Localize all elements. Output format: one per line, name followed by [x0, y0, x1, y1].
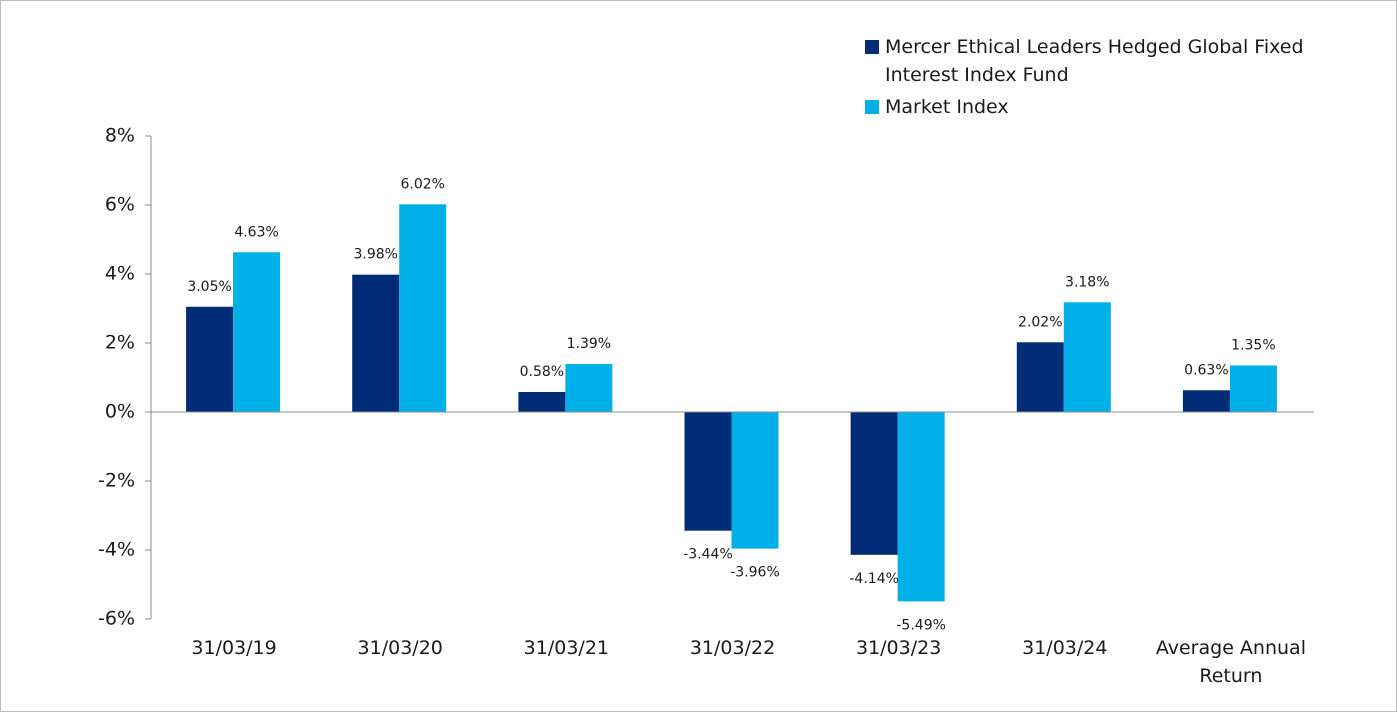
bar: [731, 412, 779, 549]
data-label: 3.18%: [1065, 274, 1109, 290]
data-label: 4.63%: [234, 224, 278, 240]
bar: [186, 306, 234, 412]
bar: [1182, 390, 1230, 412]
bar: [565, 364, 613, 412]
bar: [684, 412, 732, 531]
bar: [1229, 365, 1277, 412]
x-tick-label: 31/03/24: [1022, 637, 1108, 659]
x-tick-label: Average Annual Return: [1155, 637, 1306, 687]
data-label: 1.35%: [1231, 337, 1275, 353]
x-tick-label: 31/03/19: [191, 637, 277, 659]
data-label: -3.44%: [683, 547, 733, 563]
bar: [352, 274, 400, 412]
y-tick-label: 4%: [105, 263, 135, 285]
data-label: 3.05%: [187, 279, 231, 295]
legend-label: Mercer Ethical Leaders Hedged Global Fix…: [885, 36, 1304, 86]
data-label: 0.63%: [1184, 362, 1228, 378]
data-label: -5.49%: [896, 617, 946, 633]
legend-label: Market Index: [885, 96, 1009, 118]
x-tick-label: 31/03/20: [357, 637, 443, 659]
bar: [897, 412, 945, 602]
y-tick-label: 2%: [105, 332, 135, 354]
x-tick-label: 31/03/23: [855, 637, 942, 659]
legend-item: Mercer Ethical Leaders Hedged Global Fix…: [865, 33, 1345, 89]
bar: [233, 252, 281, 412]
bar: [1063, 302, 1111, 412]
legend-swatch: [865, 40, 879, 54]
data-label: 0.58%: [520, 364, 564, 380]
x-tick-label: 31/03/22: [689, 637, 776, 659]
data-label: 3.98%: [353, 247, 397, 263]
legend-item: Market Index: [865, 93, 1345, 121]
bar: [518, 391, 566, 412]
data-label: 1.39%: [567, 336, 611, 352]
data-label: 6.02%: [400, 176, 444, 192]
x-tick-label: 31/03/21: [523, 637, 610, 659]
data-label: -3.96%: [730, 565, 780, 581]
data-label: -4.14%: [849, 571, 899, 587]
y-tick-label: 0%: [105, 401, 135, 423]
y-tick-label: -2%: [98, 470, 135, 492]
data-label: 2.02%: [1018, 314, 1062, 330]
y-tick-label: -6%: [98, 608, 135, 630]
y-tick-label: 6%: [105, 194, 135, 216]
y-tick-label: -4%: [98, 539, 135, 561]
legend-swatch: [865, 100, 879, 114]
bar: [399, 204, 447, 412]
bar: [850, 412, 898, 555]
y-tick-label: 8%: [105, 125, 135, 147]
bar: [1016, 342, 1064, 412]
